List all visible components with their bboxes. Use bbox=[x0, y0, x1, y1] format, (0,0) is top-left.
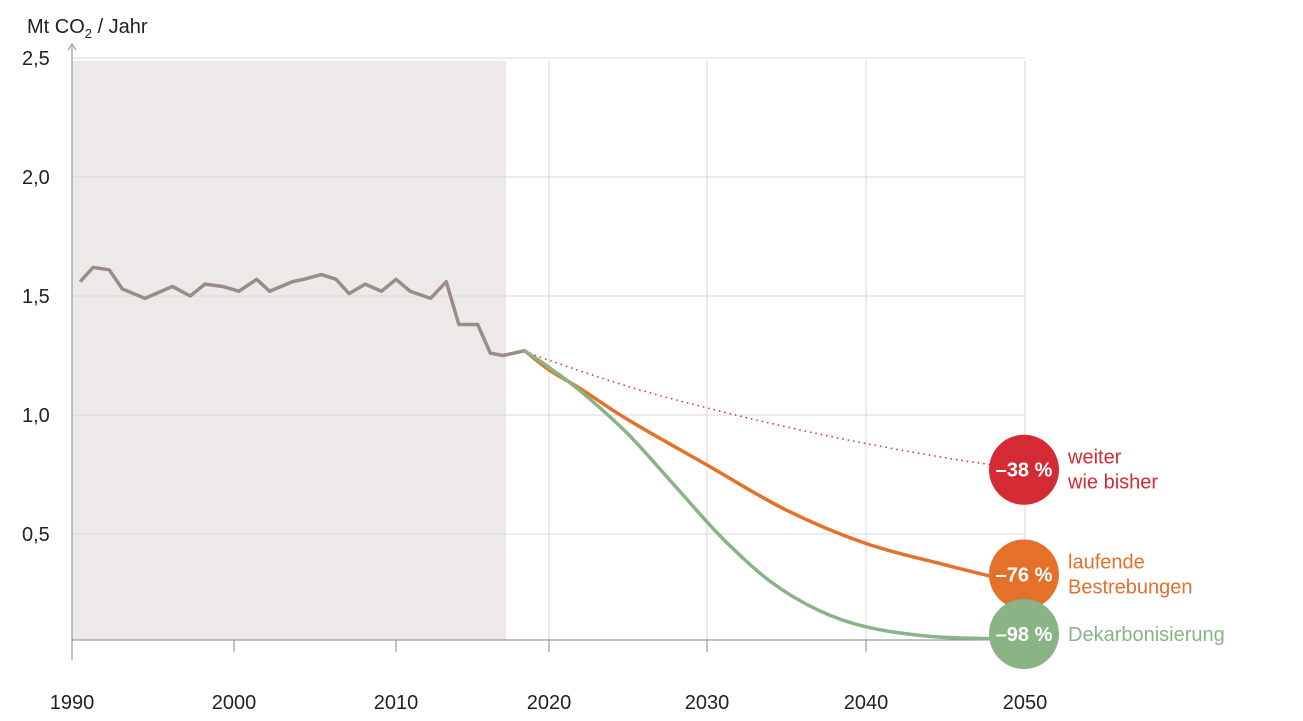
historical-shaded-region bbox=[72, 61, 506, 640]
callout-label-laufende-bestrebungen-line2: Bestrebungen bbox=[1068, 576, 1193, 598]
callout-label-weiter-wie-bisher-line1: weiter bbox=[1067, 447, 1122, 469]
y-tick-label: 1,0 bbox=[22, 405, 50, 427]
callouts: –38 % weiter wie bisher –76 % laufende Bestre… bbox=[989, 434, 1225, 669]
callout-badge-weiter-wie-bisher bbox=[989, 434, 1059, 505]
y-tick-label: 2,0 bbox=[22, 167, 50, 189]
callout-percent-weiter-wie-bisher: –38 % bbox=[996, 460, 1053, 482]
x-tick-label: 2050 bbox=[1003, 692, 1048, 714]
y-tick-label: 1,5 bbox=[22, 286, 50, 308]
x-tick-label: 2020 bbox=[527, 692, 572, 714]
series-line-weiter-wie-bisher bbox=[524, 350, 994, 466]
callout-percent-dekarbonisierung: –98 % bbox=[996, 624, 1053, 646]
axes bbox=[67, 43, 1026, 660]
callout-badge-laufende-bestrebungen bbox=[989, 539, 1059, 610]
y-axis-label-unit: / Jahr bbox=[92, 16, 148, 38]
y-axis-arrow-icon bbox=[67, 43, 77, 51]
x-tick-label: 2010 bbox=[374, 692, 419, 714]
x-tick-label: 2040 bbox=[844, 692, 889, 714]
x-tick-label: 2000 bbox=[212, 692, 257, 714]
series-lines bbox=[78, 265, 995, 641]
y-tick-labels: 2,5 2,0 1,5 1,0 0,5 bbox=[22, 48, 50, 546]
y-axis-label-main: Mt CO bbox=[27, 16, 85, 38]
y-tick-label: 2,5 bbox=[22, 48, 50, 70]
x-tick-label: 1990 bbox=[50, 692, 95, 714]
y-axis-label-subscript: 2 bbox=[85, 26, 92, 41]
callout-label-laufende-bestrebungen-line1: laufende bbox=[1068, 551, 1145, 573]
x-tick-label: 2030 bbox=[685, 692, 730, 714]
series-line-historical bbox=[78, 265, 526, 358]
callout-label-dekarbonisierung: Dekarbonisierung bbox=[1068, 624, 1225, 646]
series-line-laufende-bestrebungen bbox=[522, 348, 995, 579]
callout-badge-dekarbonisierung bbox=[989, 599, 1059, 669]
shaded-region-rect bbox=[72, 61, 506, 640]
series-line-dekarbonisierung bbox=[522, 348, 995, 641]
y-tick-label: 0,5 bbox=[22, 524, 50, 546]
gridlines bbox=[72, 57, 1026, 640]
x-tick-labels: 1990 2000 2010 2020 2030 2040 2050 bbox=[50, 692, 1048, 714]
callout-label-weiter-wie-bisher-line2: wie bisher bbox=[1067, 472, 1158, 494]
y-axis-label: Mt CO2 / Jahr bbox=[27, 16, 148, 41]
callout-percent-laufende-bestrebungen: –76 % bbox=[996, 564, 1053, 586]
